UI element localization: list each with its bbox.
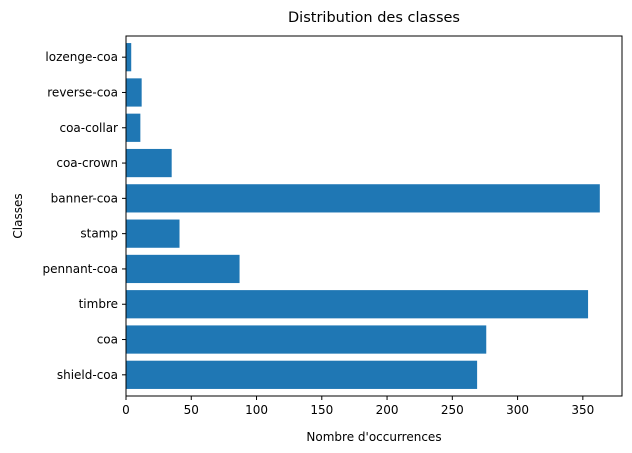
y-axis-ticks: shield-coa coa timbre pennant-coa stamp banne… [43,50,126,382]
plot-frame [125,35,623,397]
y-tick-label: coa [97,333,118,347]
x-tick-label: 300 [506,403,529,417]
bar-lozenge-coa [126,43,132,72]
bar-timbre [126,290,589,319]
y-tick-label: banner-coa [51,191,118,205]
x-tick-label: 0 [122,403,130,417]
bar-shield-coa [126,360,478,389]
bar-banner-coa [126,184,600,213]
bar-coa-collar [126,113,141,142]
x-axis-title: Nombre d'occurrences [306,430,441,444]
y-tick-label: timbre [79,297,118,311]
x-tick-label: 350 [571,403,594,417]
bar-reverse-coa [126,78,142,107]
bars-group [126,43,600,389]
y-tick-label: coa-crown [56,156,118,170]
bar-stamp [126,219,180,248]
x-tick-label: 200 [376,403,399,417]
bar-coa [126,325,487,354]
y-axis-title: Classes [11,193,25,238]
bar-pennant-coa [126,254,240,284]
x-tick-label: 50 [184,403,199,417]
y-tick-label: reverse-coa [47,85,118,99]
x-tick-label: 250 [441,403,464,417]
x-axis-ticks: 0 50 100 150 200 250 300 350 [122,396,594,417]
bar-coa-crown [126,148,172,178]
x-tick-label: 150 [310,403,333,417]
y-tick-label: stamp [80,227,118,241]
y-tick-label: pennant-coa [43,262,119,276]
y-tick-label: lozenge-coa [45,50,118,64]
y-tick-label: shield-coa [57,368,118,382]
y-tick-label: coa-collar [59,121,118,135]
chart-title: Distribution des classes [288,10,460,26]
x-tick-label: 100 [245,403,268,417]
